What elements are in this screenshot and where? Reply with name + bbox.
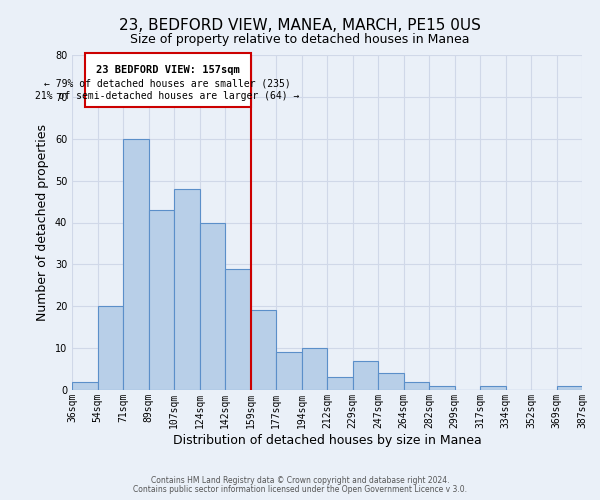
Bar xyxy=(327,378,353,390)
Y-axis label: Number of detached properties: Number of detached properties xyxy=(36,124,49,321)
Bar xyxy=(149,210,174,390)
Text: Size of property relative to detached houses in Manea: Size of property relative to detached ho… xyxy=(130,32,470,46)
Bar xyxy=(302,348,327,390)
Bar xyxy=(199,222,225,390)
Bar xyxy=(378,373,404,390)
Bar xyxy=(123,138,149,390)
Bar xyxy=(276,352,302,390)
Text: 23, BEDFORD VIEW, MANEA, MARCH, PE15 0US: 23, BEDFORD VIEW, MANEA, MARCH, PE15 0US xyxy=(119,18,481,32)
Bar xyxy=(429,386,455,390)
Bar xyxy=(480,386,505,390)
Bar xyxy=(353,360,378,390)
FancyBboxPatch shape xyxy=(85,53,251,108)
Bar xyxy=(72,382,97,390)
Bar xyxy=(404,382,429,390)
X-axis label: Distribution of detached houses by size in Manea: Distribution of detached houses by size … xyxy=(173,434,481,446)
Bar xyxy=(225,268,251,390)
Bar xyxy=(174,189,199,390)
Text: 21% of semi-detached houses are larger (64) →: 21% of semi-detached houses are larger (… xyxy=(35,92,300,102)
Text: Contains HM Land Registry data © Crown copyright and database right 2024.: Contains HM Land Registry data © Crown c… xyxy=(151,476,449,485)
Text: ← 79% of detached houses are smaller (235): ← 79% of detached houses are smaller (23… xyxy=(44,78,291,88)
Text: Contains public sector information licensed under the Open Government Licence v : Contains public sector information licen… xyxy=(133,485,467,494)
Bar xyxy=(557,386,582,390)
Bar xyxy=(97,306,123,390)
Bar xyxy=(251,310,276,390)
Text: 23 BEDFORD VIEW: 157sqm: 23 BEDFORD VIEW: 157sqm xyxy=(96,64,239,74)
